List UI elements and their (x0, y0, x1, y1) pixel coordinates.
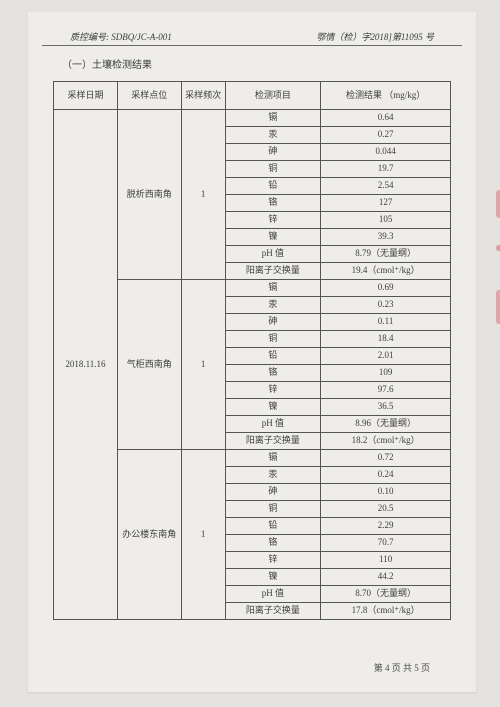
cell-item: 铜 (225, 161, 321, 178)
cell-result: 2.54 (321, 178, 451, 195)
cell-item: pH 值 (225, 246, 321, 263)
cell-result: 105 (321, 212, 451, 229)
table-row: 2018.11.16脱析西南角1镉0.64 (54, 110, 451, 127)
cell-result: 109 (321, 365, 451, 382)
cell-item: 铬 (225, 365, 321, 382)
cell-item: 汞 (225, 297, 321, 314)
cell-item: 锌 (225, 212, 321, 229)
cell-item: 砷 (225, 314, 321, 331)
cell-result: 8.79（无量纲） (321, 246, 451, 263)
page-header: 质控编号: SDBQ/JC-A-001 鄂情（检）字2018]第11095 号 (42, 12, 462, 46)
cell-result: 97.6 (321, 382, 451, 399)
cell-result: 70.7 (321, 535, 451, 552)
cell-freq: 1 (181, 280, 225, 450)
cell-location: 气柜西南角 (117, 280, 181, 450)
col-date: 采样日期 (54, 82, 118, 110)
cell-item: 锌 (225, 552, 321, 569)
cell-result: 44.2 (321, 569, 451, 586)
cell-item: 汞 (225, 467, 321, 484)
cell-result: 0.27 (321, 127, 451, 144)
cell-result: 19.4（cmol⁺/kg） (321, 263, 451, 280)
cell-item: 铅 (225, 518, 321, 535)
cell-date: 2018.11.16 (54, 110, 118, 620)
cell-result: 20.5 (321, 501, 451, 518)
cell-item: 镉 (225, 450, 321, 467)
table-header-row: 采样日期 采样点位 采样频次 检测项目 检测结果 （mg/kg） (54, 82, 451, 110)
header-right: 鄂情（检）字2018]第11095 号 (316, 30, 434, 43)
cell-item: 铅 (225, 348, 321, 365)
cell-result: 2.01 (321, 348, 451, 365)
col-item: 检测项目 (225, 82, 321, 110)
cell-result: 127 (321, 195, 451, 212)
cell-freq: 1 (181, 450, 225, 620)
cell-item: 铬 (225, 195, 321, 212)
cell-item: 镉 (225, 280, 321, 297)
cell-item: 镉 (225, 110, 321, 127)
cell-result: 0.11 (321, 314, 451, 331)
cell-result: 110 (321, 552, 451, 569)
cell-item: 汞 (225, 127, 321, 144)
section-title: （一）土壤检测结果 (28, 46, 476, 77)
cell-result: 0.69 (321, 280, 451, 297)
cell-item: 阳离子交换量 (225, 603, 321, 620)
cell-item: pH 值 (225, 586, 321, 603)
cell-result: 36.5 (321, 399, 451, 416)
cell-item: 铬 (225, 535, 321, 552)
cell-result: 8.70（无量纲） (321, 586, 451, 603)
cell-freq: 1 (181, 110, 225, 280)
col-location: 采样点位 (117, 82, 181, 110)
cell-result: 8.96（无量纲） (321, 416, 451, 433)
cell-location: 办公楼东南角 (117, 450, 181, 620)
cell-result: 18.4 (321, 331, 451, 348)
cell-result: 0.044 (321, 144, 451, 161)
cell-item: 镍 (225, 399, 321, 416)
cell-result: 0.10 (321, 484, 451, 501)
cell-result: 39.3 (321, 229, 451, 246)
cell-result: 18.2（cmol⁺/kg） (321, 433, 451, 450)
cell-item: 砷 (225, 144, 321, 161)
page-footer: 第 4 页 共 5 页 (374, 661, 430, 674)
cell-item: 镍 (225, 229, 321, 246)
cell-item: 阳离子交换量 (225, 433, 321, 450)
cell-item: pH 值 (225, 416, 321, 433)
cell-result: 2.29 (321, 518, 451, 535)
cell-item: 镍 (225, 569, 321, 586)
cell-item: 铜 (225, 501, 321, 518)
cell-location: 脱析西南角 (117, 110, 181, 280)
cell-item: 铅 (225, 178, 321, 195)
cell-result: 0.72 (321, 450, 451, 467)
cell-result: 17.8（cmol⁺/kg） (321, 603, 451, 620)
cell-result: 19.7 (321, 161, 451, 178)
cell-result: 0.23 (321, 297, 451, 314)
cell-result: 0.64 (321, 110, 451, 127)
col-result: 检测结果 （mg/kg） (321, 82, 451, 110)
page: 质控编号: SDBQ/JC-A-001 鄂情（检）字2018]第11095 号 … (28, 12, 476, 692)
results-table: 采样日期 采样点位 采样频次 检测项目 检测结果 （mg/kg） 2018.11… (53, 81, 451, 620)
cell-item: 阳离子交换量 (225, 263, 321, 280)
cell-item: 铜 (225, 331, 321, 348)
stamp-edge (496, 190, 500, 340)
cell-item: 砷 (225, 484, 321, 501)
header-left: 质控编号: SDBQ/JC-A-001 (70, 30, 172, 43)
col-freq: 采样频次 (181, 82, 225, 110)
cell-result: 0.24 (321, 467, 451, 484)
cell-item: 锌 (225, 382, 321, 399)
